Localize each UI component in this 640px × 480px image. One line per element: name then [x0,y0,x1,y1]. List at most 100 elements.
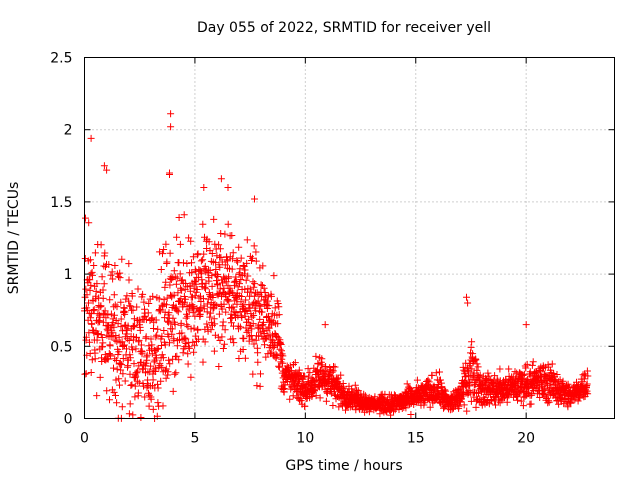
data-point [461,373,469,381]
data-point [289,392,297,400]
data-point [190,324,198,332]
data-point [87,369,95,376]
data-point [257,281,265,289]
data-point [185,343,193,351]
data-point [215,241,223,249]
data-point [199,358,207,366]
data-point [290,361,297,368]
data-point [199,220,207,228]
data-point [163,258,171,266]
data-point [141,312,149,320]
data-point [187,373,195,381]
data-point [259,262,267,270]
data-point [351,381,359,389]
data-point [160,327,168,334]
data-point [448,405,456,413]
data-point [173,306,181,314]
data-point [159,402,167,410]
data-point [300,372,308,380]
data-point [183,260,191,267]
data-point [249,320,257,328]
data-point [248,325,256,333]
data-point [166,339,173,347]
data-point [158,342,165,349]
data-point [178,286,186,294]
data-point [256,382,264,390]
data-point [492,401,499,409]
data-point [495,395,503,403]
data-point [163,294,171,302]
data-point [200,184,208,191]
data-point [176,240,184,248]
data-point [168,325,176,333]
data-point [103,166,111,174]
data-point [154,384,162,392]
data-point [206,266,214,274]
data-point [107,271,115,279]
data-point [175,214,183,221]
data-point [100,280,108,288]
data-point [249,254,256,262]
data-point [234,283,242,291]
data-point [91,249,99,257]
data-point [179,349,187,357]
data-point [234,258,242,266]
data-point [425,378,433,386]
data-point [286,362,294,370]
data-point [229,303,237,311]
data-point [188,269,196,277]
data-point [157,377,165,385]
data-point [99,294,107,302]
data-point [553,371,561,378]
data-point [190,284,198,292]
data-point [211,320,219,328]
data-point [167,276,175,283]
data-point [551,377,559,385]
data-point [137,414,145,421]
data-points [81,110,592,422]
data-point [174,336,182,344]
y-tick-label: 2 [64,123,73,139]
data-point [254,358,262,366]
data-point [228,304,236,312]
data-point [156,248,164,256]
data-point [584,390,592,398]
data-point [463,293,470,301]
data-point [154,325,162,333]
data-point [571,396,579,404]
data-point [161,341,169,349]
data-point [111,311,118,319]
data-point [312,352,320,360]
data-point [211,300,219,308]
data-point [187,325,195,333]
data-point [86,256,94,264]
data-point [166,360,174,368]
data-point [93,336,101,344]
data-point [172,280,180,288]
data-point [221,230,229,238]
data-point [297,397,305,405]
data-point [166,249,174,257]
data-point [171,370,179,378]
data-point [153,331,161,339]
data-point [224,220,232,228]
data-point [141,393,149,401]
data-point [106,396,113,404]
data-point [129,322,137,330]
data-point [184,360,192,368]
data-point [86,338,93,346]
data-point [215,310,223,318]
data-point [82,214,89,222]
data-point [327,389,335,397]
data-point [270,272,278,280]
data-point [250,283,258,291]
data-point [249,370,257,378]
data-point [117,366,125,374]
data-point [496,399,504,407]
data-point [527,381,535,389]
data-point [271,304,279,312]
data-point [129,346,136,354]
data-point [138,365,146,373]
data-point [149,405,157,413]
data-point [295,366,303,374]
